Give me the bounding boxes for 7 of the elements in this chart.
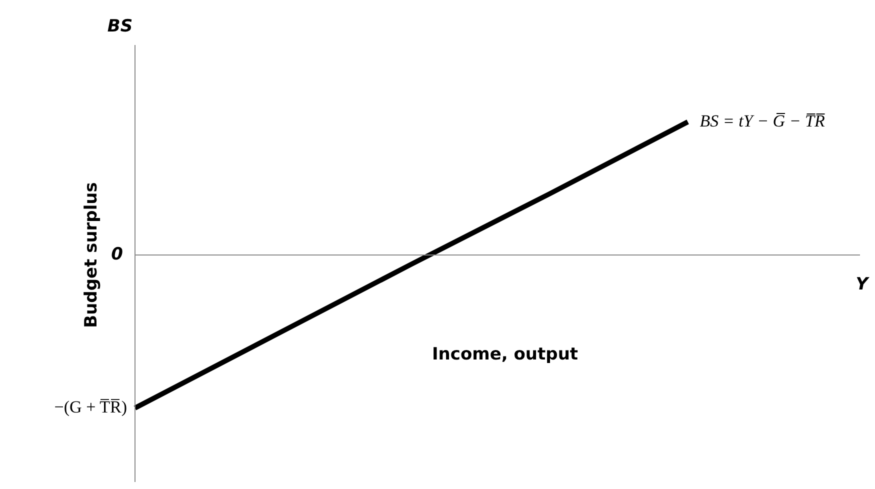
text: 0 bbox=[111, 244, 124, 264]
text: −(G + T̅R̅) bbox=[54, 397, 127, 416]
annotation: Y bbox=[856, 274, 870, 294]
y-axis-title: Budget surplus bbox=[81, 182, 102, 328]
text: BS bbox=[107, 16, 133, 36]
x-axis-title: Income, output bbox=[432, 344, 578, 364]
series-label: BS = tY − G̅ − T̅R̅ bbox=[700, 111, 826, 130]
